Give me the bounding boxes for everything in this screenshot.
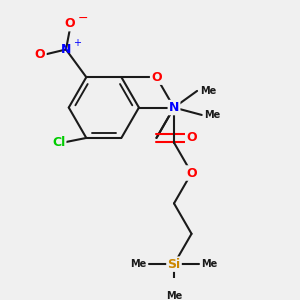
Text: Me: Me (130, 259, 147, 269)
Text: N: N (61, 43, 71, 56)
Text: +: + (73, 38, 81, 48)
Text: −: − (77, 12, 88, 25)
Text: O: O (35, 48, 46, 61)
Text: Cl: Cl (52, 136, 65, 149)
Text: Me: Me (166, 291, 182, 300)
Text: Me: Me (200, 86, 216, 96)
Text: Me: Me (201, 259, 218, 269)
Text: O: O (151, 71, 162, 84)
Text: N: N (169, 101, 179, 114)
Text: O: O (186, 131, 197, 144)
Text: Me: Me (205, 110, 221, 120)
Text: O: O (186, 167, 197, 179)
Text: O: O (64, 17, 75, 30)
Text: Si: Si (167, 258, 181, 271)
